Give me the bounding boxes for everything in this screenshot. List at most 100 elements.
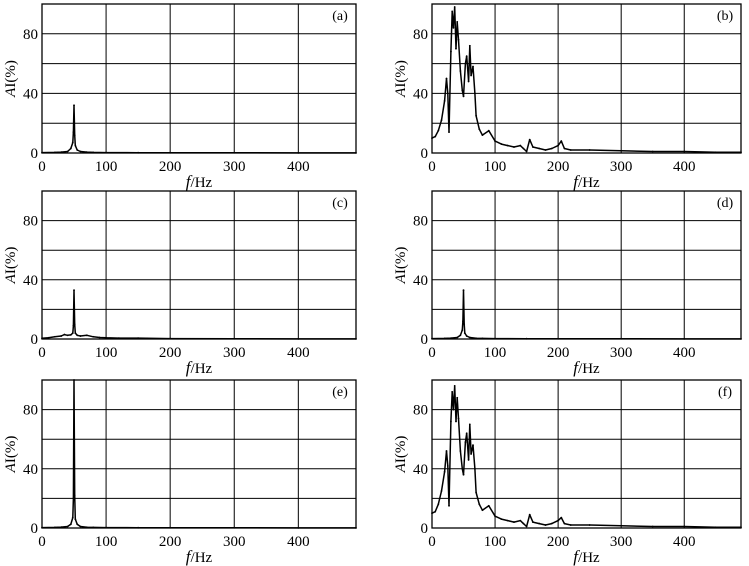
data-point (53, 526, 56, 529)
data-point (137, 526, 140, 529)
data-point (461, 467, 464, 470)
x-axis-label: f/Hz (573, 172, 600, 191)
y-tick-label: 0 (31, 521, 39, 537)
x-tick-label: 100 (484, 534, 507, 550)
x-tick-label: 200 (159, 534, 182, 550)
data-point (459, 70, 462, 72)
panel-label: (f) (718, 385, 732, 400)
data-point (740, 337, 742, 340)
data-point (74, 332, 77, 334)
x-tick-label: 200 (547, 534, 570, 550)
data-point (453, 6, 456, 8)
data-point (233, 151, 236, 154)
x-tick-label: 200 (159, 159, 182, 175)
data-point (472, 444, 474, 447)
data-point (519, 519, 522, 522)
data-point (74, 518, 77, 521)
panel-label: (b) (717, 9, 734, 24)
y-tick-label: 80 (413, 403, 428, 419)
data-point (487, 504, 490, 507)
data-point (470, 453, 472, 455)
data-point (519, 144, 522, 147)
y-tick-label: 0 (421, 521, 429, 537)
data-point (233, 337, 236, 340)
data-point (73, 289, 75, 292)
y-tick-label: 40 (413, 462, 428, 478)
x-axis-label: f/Hz (186, 172, 213, 191)
data-point (468, 336, 471, 339)
data-point (740, 151, 742, 154)
data-point (569, 524, 572, 526)
data-point (563, 147, 566, 150)
data-point (494, 337, 496, 340)
x-axis-label: f/Hz (573, 358, 600, 377)
data-point (478, 503, 481, 506)
x-tick-label: 300 (610, 345, 633, 361)
data-point (74, 144, 77, 147)
data-point (450, 337, 452, 340)
data-point (714, 151, 717, 154)
x-tick-label: 300 (223, 534, 246, 550)
y-tick-label: 0 (421, 332, 429, 348)
data-point (500, 143, 503, 145)
x-tick-label: 400 (673, 159, 696, 175)
data-point (431, 337, 433, 340)
data-point (588, 524, 591, 526)
data-point (531, 521, 534, 523)
data-point (431, 512, 433, 515)
data-point (137, 151, 140, 154)
data-point (506, 144, 509, 147)
data-point (297, 526, 300, 529)
data-point (470, 74, 472, 77)
data-point (445, 77, 448, 80)
plot-frame (431, 3, 742, 154)
x-axis-label: f/Hz (573, 547, 600, 566)
data-point (443, 99, 446, 102)
y-tick-label: 80 (23, 27, 38, 43)
data-point (522, 522, 525, 525)
data-point (448, 131, 450, 134)
data-point (651, 525, 654, 528)
data-point (457, 38, 460, 41)
data-point (459, 450, 462, 452)
chart-panel-4: 0 100 200 300 400 0 40 80 f/Hz AI(%) (d) (393, 190, 742, 377)
data-point (538, 147, 541, 150)
data-point (450, 420, 452, 423)
data-point (92, 526, 95, 529)
data-point (494, 515, 496, 518)
data-point (72, 131, 75, 134)
data-point (455, 420, 457, 423)
data-point (560, 140, 563, 142)
data-point (683, 337, 686, 340)
data-point (437, 503, 440, 506)
data-point (522, 147, 525, 150)
data-point (60, 335, 63, 337)
data-point (71, 141, 74, 144)
data-point (440, 119, 443, 122)
data-point (453, 385, 456, 387)
x-tick-label: 0 (38, 534, 46, 550)
data-point (465, 335, 468, 337)
data-point (560, 516, 563, 519)
data-point (456, 20, 459, 23)
data-point (462, 289, 465, 292)
data-point (105, 336, 107, 339)
data-point (137, 337, 140, 340)
data-point (475, 491, 478, 494)
x-tick-label: 300 (223, 345, 246, 361)
chart-panel-5: 0 100 200 300 400 0 40 80 f/Hz AI(%) (e) (3, 379, 357, 566)
x-axis-label: f/Hz (186, 358, 213, 377)
panel-label: (e) (332, 385, 348, 400)
data-point (467, 459, 470, 461)
chart-panel-3: 0 100 200 300 400 0 40 80 f/Hz AI(%) (c) (3, 190, 357, 377)
data-point (550, 522, 553, 525)
data-point (473, 467, 476, 470)
data-point (459, 334, 462, 337)
data-point (461, 89, 464, 92)
x-tick-label: 0 (428, 159, 436, 175)
y-axis-label: AI(%) (3, 60, 19, 98)
data-point (487, 129, 490, 132)
data-point (79, 150, 82, 153)
data-point (47, 336, 50, 339)
data-point (620, 524, 623, 527)
